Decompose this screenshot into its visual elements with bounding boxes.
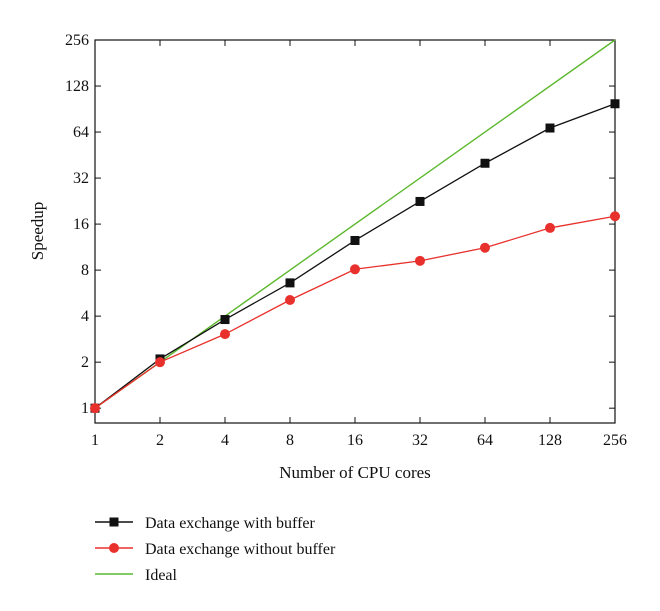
y-tick-label: 2 [81, 354, 89, 371]
series-line-data-exchange-without-buffer [94, 215, 616, 409]
series-data-exchange-without-buffer [90, 211, 620, 414]
y-tick-label: 8 [81, 262, 89, 279]
series-layer [90, 39, 620, 414]
data-point [90, 403, 100, 414]
x-tick-label: 32 [412, 432, 428, 449]
legend-marker [109, 543, 119, 553]
data-point [285, 278, 295, 288]
x-tick-label: 256 [603, 432, 627, 449]
data-point [415, 255, 425, 266]
legend-label: Ideal [145, 567, 178, 584]
series-data-exchange-with-buffer [90, 99, 620, 413]
legend: Data exchange with buffer Data exchange w… [95, 515, 336, 584]
y-tick-label: 16 [73, 216, 89, 233]
data-point [155, 357, 165, 368]
x-tick-label: 8 [286, 432, 294, 449]
x-tick-label: 128 [538, 432, 562, 449]
legend-label: Data exchange without buffer [145, 541, 336, 558]
data-point [480, 242, 490, 253]
y-tick-label: 128 [65, 78, 89, 95]
series-line-ideal [94, 39, 616, 409]
data-point [545, 123, 555, 133]
data-point [285, 295, 295, 306]
data-point [220, 329, 230, 340]
data-point [350, 235, 360, 245]
y-tick-label: 4 [81, 308, 89, 325]
legend-item-ideal: Ideal [95, 567, 178, 584]
data-point [610, 99, 620, 109]
y-tick-label: 64 [73, 124, 89, 141]
series-ideal [94, 39, 616, 409]
data-point [220, 315, 230, 325]
y-tick-label: 256 [65, 32, 89, 49]
data-point [480, 158, 490, 168]
x-axis-title: Number of CPU cores [279, 463, 431, 482]
axis-ticks: 1 2 4 8 16 32 64 128 256 1 2 4 8 16 32 64 128 256 [65, 32, 627, 449]
legend-item-data-exchange-without-buffer: Data exchange without buffer [95, 541, 336, 558]
x-tick-label: 1 [91, 432, 99, 449]
x-tick-label: 2 [156, 432, 164, 449]
data-point [610, 211, 620, 222]
y-tick-label: 1 [81, 400, 89, 417]
legend-label: Data exchange with buffer [145, 515, 316, 532]
x-tick-label: 64 [477, 432, 493, 449]
series-line-data-exchange-with-buffer [94, 103, 616, 409]
y-tick-label: 32 [73, 170, 89, 187]
x-tick-label: 16 [347, 432, 363, 449]
data-point [545, 222, 555, 233]
legend-marker [109, 517, 119, 527]
data-point [350, 264, 360, 275]
data-point [415, 196, 425, 206]
legend-item-data-exchange-with-buffer: Data exchange with buffer [95, 515, 316, 532]
y-axis-title: Speedup [28, 202, 47, 261]
x-tick-label: 4 [221, 432, 229, 449]
